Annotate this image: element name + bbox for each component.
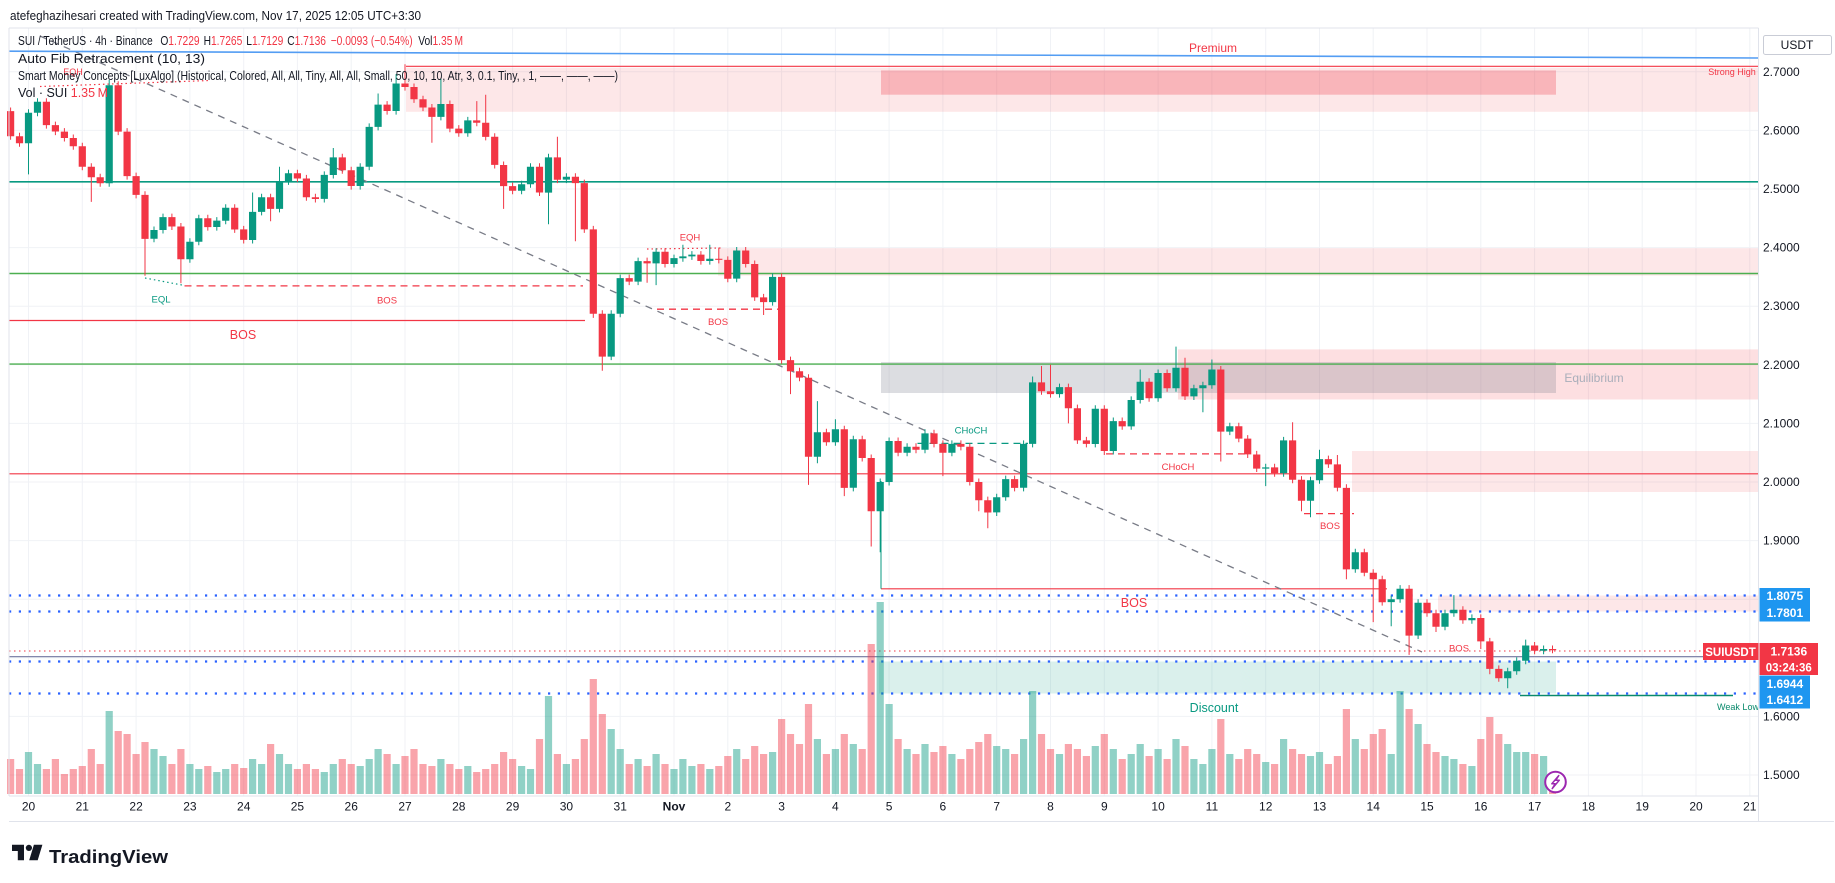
svg-text:26: 26 — [345, 800, 359, 814]
svg-text:Equilibrium: Equilibrium — [1564, 371, 1623, 385]
svg-text:Nov: Nov — [663, 800, 686, 814]
svg-text:TradingView: TradingView — [49, 846, 169, 867]
svg-text:18: 18 — [1582, 800, 1596, 814]
svg-text:15: 15 — [1420, 800, 1434, 814]
svg-text:24: 24 — [237, 800, 251, 814]
svg-text:27: 27 — [398, 800, 412, 814]
svg-text:EQH: EQH — [63, 67, 83, 77]
svg-text:2.0000: 2.0000 — [1763, 475, 1800, 489]
svg-text:Premium: Premium — [1189, 41, 1237, 55]
svg-text:BOS: BOS — [230, 328, 256, 342]
svg-text:12: 12 — [1259, 800, 1273, 814]
svg-text:Vol · SUI 1.35 M: Vol · SUI 1.35 M — [18, 85, 108, 100]
svg-text:2.2000: 2.2000 — [1763, 358, 1800, 372]
svg-text:03:24:36: 03:24:36 — [1766, 663, 1812, 675]
svg-text:30: 30 — [560, 800, 574, 814]
svg-text:BOS: BOS — [1320, 521, 1340, 532]
svg-text:CHoCH: CHoCH — [955, 426, 988, 437]
svg-text:21: 21 — [1743, 800, 1757, 814]
svg-text:1.9000: 1.9000 — [1763, 534, 1800, 548]
svg-text:19: 19 — [1636, 800, 1650, 814]
svg-text:2.4000: 2.4000 — [1763, 241, 1800, 255]
svg-text:2.3000: 2.3000 — [1763, 299, 1800, 313]
svg-text:11: 11 — [1206, 800, 1219, 814]
svg-text:6: 6 — [940, 800, 947, 814]
svg-text:Weak Low: Weak Low — [1717, 702, 1759, 713]
svg-text:2.6000: 2.6000 — [1763, 123, 1800, 137]
svg-text:13: 13 — [1313, 800, 1327, 814]
svg-text:1.8075: 1.8075 — [1766, 589, 1803, 603]
svg-text:22: 22 — [129, 800, 143, 814]
svg-text:BOS: BOS — [377, 296, 397, 307]
svg-text:SUI / TetherUS · 4h · Binance: SUI / TetherUS · 4h · Binance O1.7229H1.… — [18, 33, 463, 48]
svg-text:BOS: BOS — [1121, 596, 1147, 610]
svg-text:25: 25 — [291, 800, 305, 814]
svg-text:1.7136: 1.7136 — [1770, 645, 1807, 659]
svg-text:CHoCH: CHoCH — [1162, 462, 1195, 473]
svg-text:23: 23 — [183, 800, 197, 814]
svg-text:9: 9 — [1101, 800, 1108, 814]
svg-text:2.1000: 2.1000 — [1763, 416, 1800, 430]
svg-text:31: 31 — [614, 800, 628, 814]
svg-text:1.6944: 1.6944 — [1766, 677, 1803, 691]
svg-text:2.5000: 2.5000 — [1763, 182, 1800, 196]
svg-text:21: 21 — [76, 800, 90, 814]
svg-text:2.7000: 2.7000 — [1763, 65, 1800, 79]
svg-text:USDT: USDT — [1781, 38, 1814, 52]
svg-text:4: 4 — [832, 800, 839, 814]
svg-text:EQL: EQL — [151, 295, 170, 306]
svg-text:EQH: EQH — [680, 233, 701, 244]
svg-text:Discount: Discount — [1190, 701, 1239, 715]
svg-text:8: 8 — [1047, 800, 1054, 814]
svg-text:5: 5 — [886, 800, 893, 814]
svg-text:3: 3 — [778, 800, 785, 814]
svg-text:28: 28 — [452, 800, 466, 814]
svg-text:17: 17 — [1528, 800, 1542, 814]
svg-text:1.6412: 1.6412 — [1766, 693, 1803, 707]
svg-text:10: 10 — [1151, 800, 1165, 814]
svg-text:29: 29 — [506, 800, 520, 814]
svg-text:atefeghazihesari created with: atefeghazihesari created with TradingVie… — [10, 8, 421, 23]
svg-text:Auto Fib Retracement (10, 13): Auto Fib Retracement (10, 13) — [18, 51, 205, 66]
svg-text:Strong High: Strong High — [1708, 67, 1756, 77]
svg-text:1.6000: 1.6000 — [1763, 709, 1800, 723]
svg-text:2: 2 — [724, 800, 731, 814]
svg-text:16: 16 — [1474, 800, 1488, 814]
svg-text:20: 20 — [22, 800, 36, 814]
svg-text:7: 7 — [993, 800, 1000, 814]
svg-text:1.7801: 1.7801 — [1766, 606, 1803, 620]
svg-text:20: 20 — [1689, 800, 1703, 814]
svg-text:SUIUSDT: SUIUSDT — [1705, 647, 1755, 659]
svg-text:Smart Money Concepts [LuxAlgo]: Smart Money Concepts [LuxAlgo] (Historic… — [18, 68, 618, 83]
svg-text:1.5000: 1.5000 — [1763, 768, 1800, 782]
svg-text:BOS: BOS — [708, 317, 728, 328]
svg-text:14: 14 — [1367, 800, 1381, 814]
svg-text:BOS: BOS — [1449, 644, 1469, 655]
